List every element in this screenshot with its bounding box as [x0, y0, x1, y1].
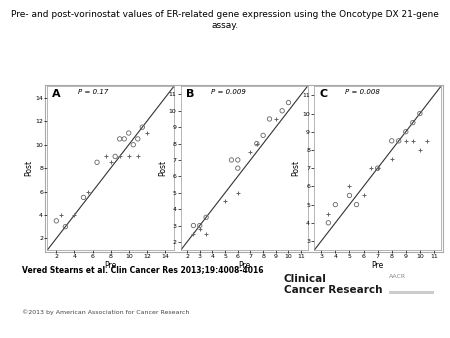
Text: Pre- and post-vorinostat values of ER-related gene expression using the Oncotype: Pre- and post-vorinostat values of ER-re… — [11, 10, 439, 29]
X-axis label: Pre: Pre — [372, 261, 384, 270]
Point — [190, 231, 197, 237]
Point — [125, 130, 132, 136]
Text: ©2013 by American Association for Cancer Research: ©2013 by American Association for Cancer… — [22, 309, 190, 315]
Point — [253, 141, 261, 146]
Point — [80, 195, 87, 200]
Point — [346, 193, 353, 198]
Point — [85, 189, 92, 194]
X-axis label: Pre: Pre — [238, 261, 250, 270]
Point — [139, 124, 146, 130]
Point — [325, 211, 332, 216]
Point — [279, 108, 286, 114]
Point — [360, 193, 367, 198]
Point — [416, 147, 423, 153]
Point — [388, 156, 395, 162]
Text: Clinical
Cancer Research: Clinical Cancer Research — [284, 274, 382, 295]
Point — [134, 154, 141, 159]
Point — [409, 120, 416, 125]
Point — [374, 166, 381, 171]
Point — [202, 231, 210, 237]
Y-axis label: Post: Post — [24, 160, 33, 176]
Point — [125, 154, 132, 159]
Point — [107, 160, 114, 165]
Point — [116, 154, 123, 159]
Y-axis label: Post: Post — [158, 160, 167, 176]
Point — [143, 130, 150, 136]
Point — [285, 100, 292, 105]
Point — [53, 218, 60, 223]
Point — [260, 132, 267, 138]
Text: P = 0.008: P = 0.008 — [345, 90, 379, 95]
Point — [423, 138, 431, 144]
Point — [325, 220, 332, 225]
Point — [346, 184, 353, 189]
Point — [121, 136, 128, 142]
Point — [57, 212, 64, 218]
Point — [71, 212, 78, 218]
Point — [62, 224, 69, 230]
Point — [367, 166, 374, 171]
Text: AACR: AACR — [389, 274, 406, 279]
Point — [374, 166, 381, 171]
Point — [116, 136, 123, 142]
Text: P = 0.009: P = 0.009 — [211, 90, 246, 95]
Text: B: B — [186, 90, 194, 99]
Point — [130, 142, 137, 147]
Point — [266, 116, 273, 122]
Point — [103, 154, 110, 159]
Point — [409, 138, 416, 144]
Point — [395, 138, 402, 144]
Point — [353, 202, 360, 207]
Point — [134, 136, 141, 142]
Point — [228, 157, 235, 163]
Point — [416, 111, 423, 116]
Point — [196, 226, 203, 232]
Point — [272, 116, 279, 122]
Point — [94, 160, 101, 165]
Point — [332, 202, 339, 207]
Text: C: C — [320, 90, 328, 99]
Point — [402, 129, 410, 135]
Point — [388, 138, 395, 144]
Point — [196, 223, 203, 228]
Point — [402, 138, 410, 144]
Point — [253, 141, 261, 146]
Point — [247, 149, 254, 154]
Point — [234, 157, 241, 163]
Point — [202, 215, 210, 220]
Text: P = 0.17: P = 0.17 — [78, 90, 108, 95]
Point — [112, 154, 119, 159]
X-axis label: Pre: Pre — [104, 261, 117, 270]
Point — [234, 165, 241, 171]
Text: Vered Stearns et al. Clin Cancer Res 2013;19:4008-4016: Vered Stearns et al. Clin Cancer Res 201… — [22, 265, 264, 274]
Y-axis label: Post: Post — [291, 160, 300, 176]
Point — [190, 223, 197, 228]
Point — [221, 198, 229, 203]
Point — [234, 190, 241, 195]
Text: A: A — [52, 90, 61, 99]
